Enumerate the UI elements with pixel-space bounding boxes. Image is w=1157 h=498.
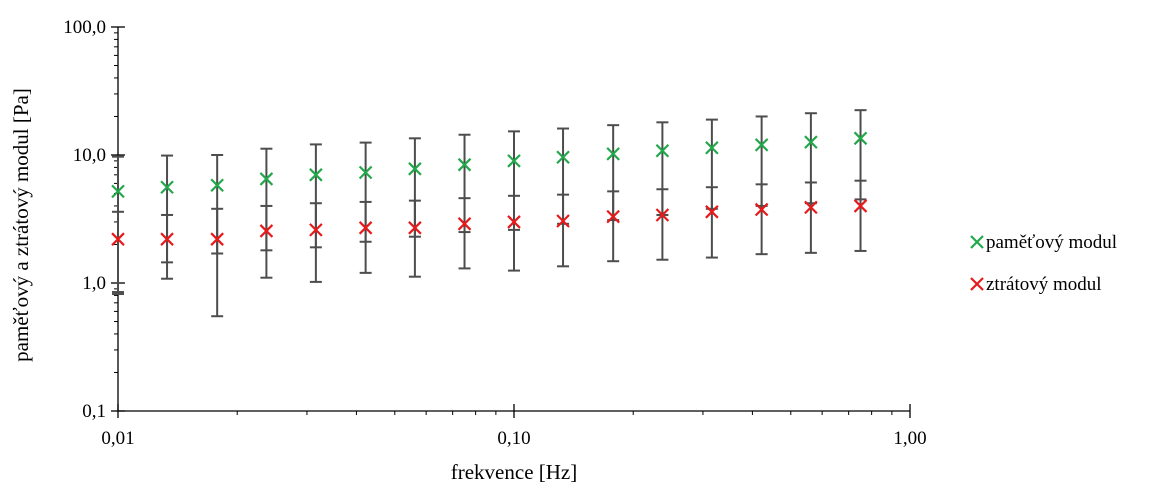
loss-modulus-error-bar	[161, 213, 174, 280]
storage-modulus-point	[853, 131, 868, 146]
storage-modulus-point	[408, 162, 422, 176]
y-axis-title: paměťový a ztrátový modul [Pa]	[9, 88, 33, 362]
loss-modulus-error-bar	[408, 199, 421, 278]
loss-modulus-error-bar	[508, 194, 520, 272]
loss-modulus-error-bar	[607, 190, 620, 263]
storage-modulus-point	[259, 172, 274, 186]
y-tick-label: 1,0	[82, 273, 106, 294]
loss-modulus-point	[408, 221, 422, 235]
x-tick-label: 0,01	[101, 428, 134, 449]
loss-modulus-point	[210, 232, 224, 246]
loss-modulus-point	[804, 200, 818, 215]
x-axis-title: frekvence [Hz]	[451, 460, 578, 484]
x-tick-label: 1,00	[893, 428, 926, 449]
y-tick-label: 10,0	[73, 145, 106, 166]
legend: paměťový modul ztrátový modul	[970, 232, 1117, 295]
loss-modulus-point	[705, 205, 719, 219]
loss-modulus-point	[853, 199, 868, 213]
loss-modulus-error-bar	[458, 197, 471, 270]
loss-modulus-point	[111, 232, 125, 246]
loss-modulus-point	[160, 232, 174, 246]
loss-modulus-error-bar	[260, 204, 273, 279]
loss-modulus-error-bar	[705, 186, 718, 259]
loss-modulus-point	[754, 202, 769, 217]
loss-modulus-error-bar	[359, 200, 372, 274]
storage-modulus-point	[754, 138, 769, 152]
legend-marker	[970, 235, 984, 249]
loss-modulus-point	[259, 224, 274, 238]
legend-item-loss-modulus: ztrátový modul	[970, 274, 1102, 295]
loss-modulus-error-bar	[309, 202, 322, 283]
storage-modulus-point	[804, 135, 818, 149]
y-tick-label: 0,1	[82, 401, 106, 422]
legend-label: ztrátový modul	[986, 274, 1102, 295]
loss-modulus-point	[309, 223, 323, 237]
storage-modulus-point	[210, 178, 224, 193]
error-bars	[112, 109, 867, 318]
loss-modulus-error-bar	[656, 188, 669, 261]
storage-modulus-point	[556, 150, 570, 165]
storage-modulus-point	[606, 147, 620, 161]
loss-modulus-point	[556, 214, 570, 228]
y-tick-label: 100,0	[63, 17, 106, 38]
legend-item-storage-modulus: paměťový modul	[970, 232, 1117, 253]
storage-modulus-point	[457, 157, 472, 172]
axes: 0,1 1,0 10,0 100,0 0,01 0,10 1,00 frekvence [Hz…	[9, 17, 927, 484]
x-tick-label: 0,10	[497, 428, 530, 449]
loss-modulus-error-bar	[804, 181, 817, 254]
loss-modulus-error-bar	[211, 207, 224, 318]
storage-modulus-point	[507, 154, 521, 168]
loss-modulus-point	[606, 209, 620, 224]
loss-modulus-error-bar	[112, 210, 124, 294]
loss-modulus-point	[655, 208, 670, 222]
legend-marker	[970, 277, 984, 291]
loss-modulus-point	[358, 221, 373, 235]
loss-modulus-error-bar	[755, 183, 768, 256]
legend-label: paměťový modul	[986, 232, 1117, 253]
loss-modulus-point	[457, 217, 472, 231]
storage-modulus-point	[358, 165, 373, 180]
data-markers	[111, 131, 868, 246]
loss-modulus-error-bar	[557, 193, 570, 268]
storage-modulus-point	[160, 180, 174, 195]
loss-modulus-point	[507, 215, 521, 229]
storage-modulus-point	[705, 140, 719, 155]
storage-modulus-point	[309, 168, 323, 182]
storage-modulus-point	[655, 143, 670, 158]
loss-modulus-error-bar	[854, 179, 867, 252]
storage-modulus-point	[111, 184, 125, 199]
